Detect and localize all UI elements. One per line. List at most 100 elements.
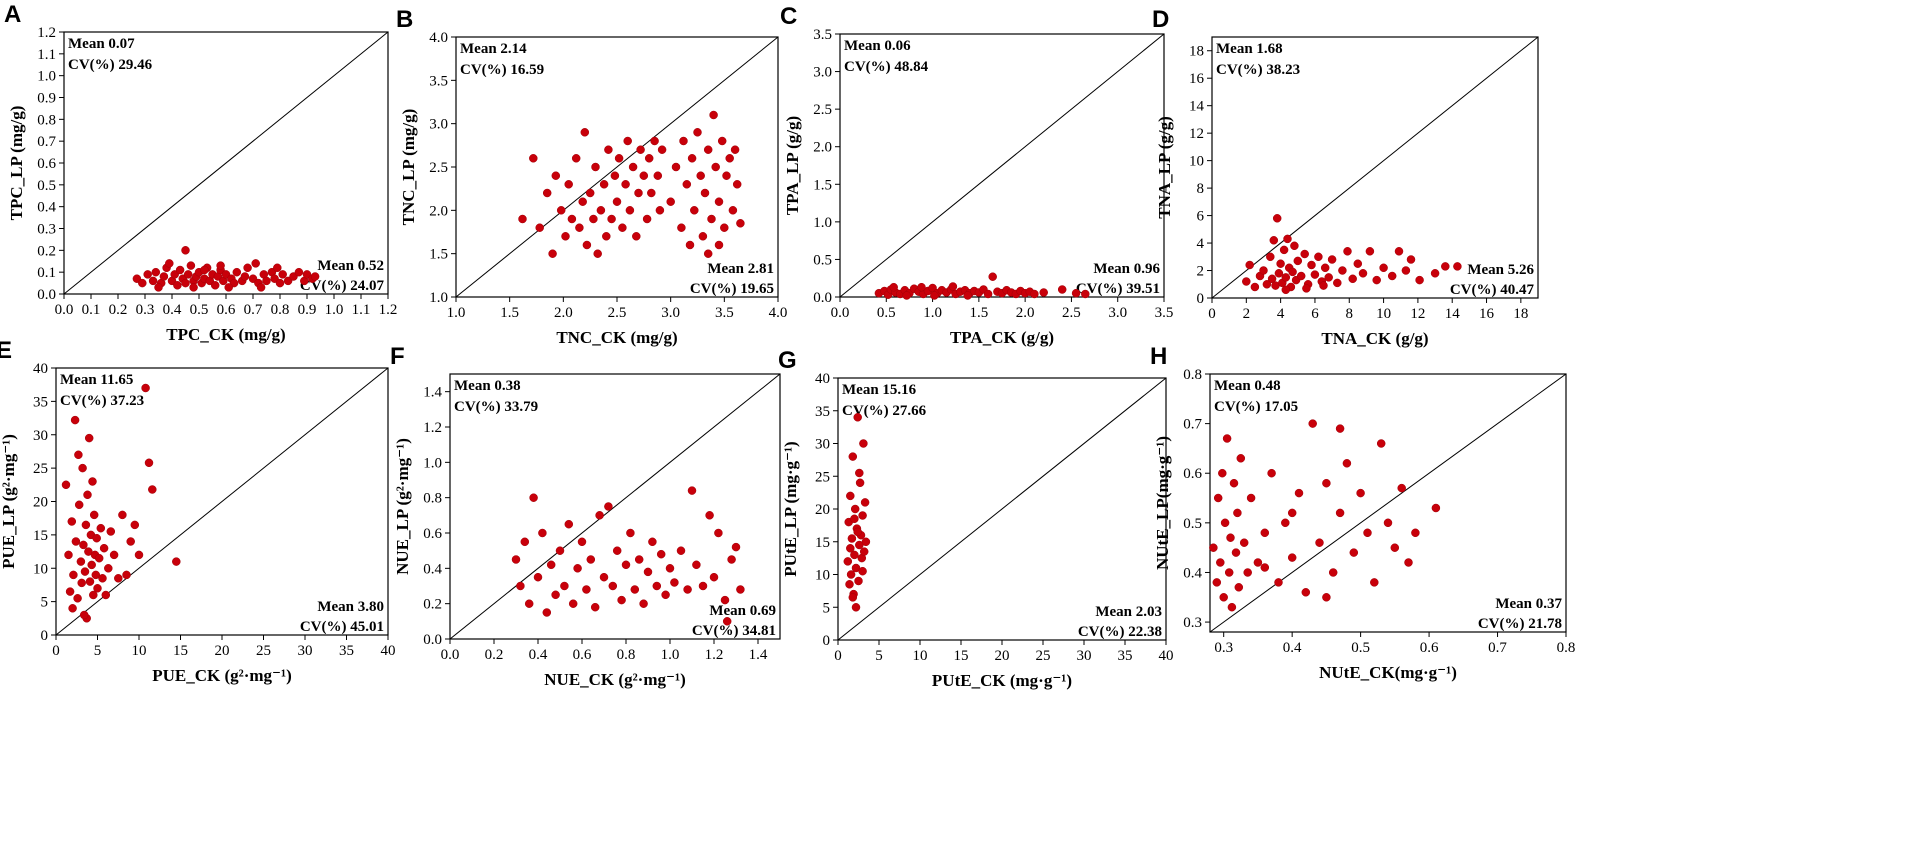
y-tick-label: 0.3 <box>1183 615 1202 631</box>
data-point <box>1319 281 1328 290</box>
data-point <box>854 576 863 586</box>
stat-mean-ck: Mean 0.52 <box>317 258 384 274</box>
stat-cv-lp: CV(%) 17.05 <box>1214 399 1298 415</box>
data-point <box>516 581 525 591</box>
data-point <box>130 520 140 530</box>
data-point <box>630 585 640 594</box>
x-tick-label: 1.4 <box>749 647 768 663</box>
y-axis-title: NUtE_LP(mg·g⁻¹) <box>1153 436 1172 570</box>
identity-line <box>839 33 1165 298</box>
y-tick-label: 8 <box>1197 181 1205 197</box>
x-axis-title: NUtE_CK(mg·g⁻¹) <box>1319 663 1457 682</box>
data-point <box>538 528 547 538</box>
y-tick-label: 30 <box>33 428 48 444</box>
data-point <box>607 214 616 224</box>
data-point <box>1333 278 1342 288</box>
data-point <box>717 136 727 146</box>
data-point <box>165 259 174 268</box>
data-point <box>568 599 578 608</box>
data-point <box>639 171 649 180</box>
data-point <box>1233 508 1242 518</box>
x-tick-label: 14 <box>1445 306 1461 322</box>
y-tick-label: 12 <box>1189 126 1204 142</box>
data-point <box>652 581 662 591</box>
data-point <box>590 602 600 612</box>
data-point <box>81 520 91 530</box>
data-point <box>666 197 675 206</box>
y-axis-title: TNC_LP (mg/g) <box>399 109 418 226</box>
data-point <box>671 162 681 172</box>
y-tick-label: 4.0 <box>429 30 448 46</box>
data-point <box>1320 263 1330 273</box>
data-point <box>1220 518 1230 528</box>
data-point <box>143 270 152 279</box>
y-tick-label: 0.8 <box>37 112 56 128</box>
data-point <box>1327 255 1337 264</box>
data-point <box>186 261 196 270</box>
data-point <box>275 278 285 288</box>
data-point <box>580 128 590 137</box>
y-tick-label: 2.0 <box>429 203 448 219</box>
y-tick-label: 4 <box>1197 236 1205 252</box>
x-tick-label: 3.0 <box>661 305 680 321</box>
data-point <box>728 206 738 215</box>
data-point <box>85 577 95 586</box>
data-point <box>1324 273 1333 282</box>
data-point <box>138 278 147 288</box>
data-point <box>1283 234 1292 244</box>
points-group <box>61 383 181 623</box>
data-point <box>705 511 714 520</box>
data-point <box>181 246 190 255</box>
data-point <box>626 528 635 538</box>
data-point <box>200 265 209 275</box>
panel-e: E 0 5 10 15 20 25 30 35 40 0 5 10 15 20 25 30 35 40 PUE_CK … <box>0 337 396 685</box>
data-point <box>529 493 538 502</box>
data-point <box>99 543 109 553</box>
data-point <box>586 555 596 564</box>
data-point <box>902 291 911 300</box>
data-point <box>730 145 740 154</box>
data-point <box>1262 280 1272 289</box>
data-point <box>670 578 679 587</box>
data-point <box>853 413 862 422</box>
data-point <box>542 188 552 198</box>
data-point <box>106 527 116 536</box>
x-tick-label: 0.8 <box>271 302 290 318</box>
y-tick-label: 0.5 <box>1183 516 1202 532</box>
data-point <box>1234 583 1244 592</box>
data-point <box>1274 578 1283 587</box>
y-tick-label: 25 <box>815 469 830 485</box>
x-axis-title: TPC_CK (mg/g) <box>166 325 285 344</box>
y-tick-label: 0.7 <box>1183 417 1202 433</box>
data-point <box>1218 468 1227 478</box>
data-point <box>126 537 135 546</box>
data-point <box>98 574 107 583</box>
y-tick-label: 0.6 <box>423 526 442 542</box>
data-point <box>853 527 862 537</box>
x-tick-label: 25 <box>1036 648 1051 664</box>
data-point <box>575 223 584 232</box>
data-point <box>94 553 104 563</box>
data-point <box>1372 275 1381 285</box>
data-point <box>1296 271 1306 281</box>
data-point <box>189 283 198 292</box>
data-point <box>1401 266 1411 275</box>
y-tick-label: 15 <box>33 528 48 544</box>
y-tick-label: 0.8 <box>1183 367 1202 383</box>
y-tick-label: 1.2 <box>423 420 442 436</box>
x-tick-label: 1.5 <box>969 305 988 321</box>
data-point <box>696 171 705 180</box>
x-tick-label: 0.2 <box>485 647 504 663</box>
data-point <box>1397 483 1406 493</box>
data-point <box>685 240 695 250</box>
data-point <box>87 560 96 570</box>
panel-letter: D <box>1152 6 1169 33</box>
x-tick-label: 4.0 <box>769 305 788 321</box>
y-tick-label: 3.0 <box>813 65 832 81</box>
y-tick-label: 3.5 <box>429 73 448 89</box>
stat-mean-lp: Mean 15.16 <box>842 382 917 398</box>
panel-a: A 0.0 0.1 0.2 0.3 0.4 0.5 0.6 0.7 0.8 0.9 1.0 1.1 1.2… <box>4 1 397 344</box>
x-tick-label: 0.6 <box>573 647 592 663</box>
data-point <box>632 232 641 241</box>
data-point <box>1229 478 1239 488</box>
